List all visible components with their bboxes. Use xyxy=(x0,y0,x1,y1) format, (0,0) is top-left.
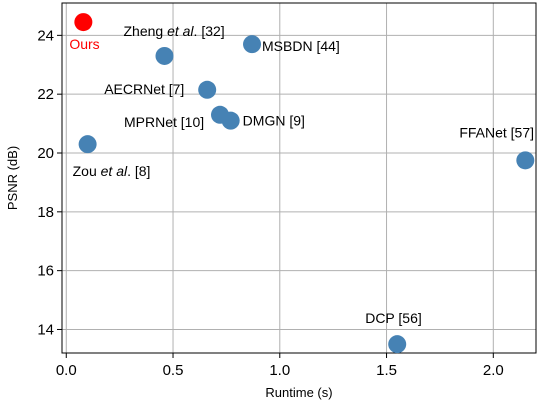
plot-frame xyxy=(61,2,537,354)
point-label: DCP [56] xyxy=(365,310,422,326)
point-label-part: AECRNet [7] xyxy=(104,81,184,97)
point-label-part: FFANet [57] xyxy=(459,124,534,140)
point-label-part: et al xyxy=(167,23,194,39)
x-tick-label: 0.0 xyxy=(56,362,77,379)
y-tick-label: 20 xyxy=(37,145,54,162)
data-point xyxy=(243,35,262,54)
point-label: Zheng et al. [32] xyxy=(123,23,224,39)
data-point xyxy=(198,80,217,99)
grid-lines xyxy=(62,3,536,353)
point-label: AECRNet [7] xyxy=(104,81,184,97)
x-axis-label: Runtime (s) xyxy=(265,385,332,400)
x-tick-label: 1.5 xyxy=(376,362,397,379)
data-points xyxy=(74,13,535,354)
x-tick-label: 0.5 xyxy=(163,362,184,379)
point-label: Ours xyxy=(69,36,99,52)
point-label-part: MSBDN [44] xyxy=(262,38,340,54)
point-label: MSBDN [44] xyxy=(262,38,340,54)
point-label-part: Ours xyxy=(69,36,99,52)
point-label-part: MPRNet [10] xyxy=(124,114,204,130)
point-label: Zou et al. [8] xyxy=(73,163,151,179)
x-tick-label: 1.0 xyxy=(269,362,290,379)
data-point xyxy=(78,135,97,154)
point-label-part: et al xyxy=(101,163,128,179)
data-point xyxy=(155,46,174,65)
point-label-part: DCP [56] xyxy=(365,310,422,326)
y-axis-label: PSNR (dB) xyxy=(5,146,20,210)
y-tick-label: 14 xyxy=(37,321,54,338)
point-label-part: Zheng xyxy=(123,23,167,39)
point-label-part: . [32] xyxy=(194,23,225,39)
data-point xyxy=(388,335,407,354)
data-point xyxy=(221,111,240,130)
point-label-part: Zou xyxy=(73,163,101,179)
data-point xyxy=(516,151,535,170)
point-label: DMGN [9] xyxy=(243,113,305,129)
y-tick-label: 22 xyxy=(37,86,54,103)
data-point xyxy=(74,13,93,32)
point-label-part: DMGN [9] xyxy=(243,113,305,129)
y-tick-label: 24 xyxy=(37,27,54,44)
y-tick-label: 18 xyxy=(37,204,54,221)
point-label: MPRNet [10] xyxy=(124,114,204,130)
axis-ticks: 0.0 0.5 1.0 1.5 2.0 14 16 18 20 22 24 xyxy=(37,27,503,379)
x-tick-label: 2.0 xyxy=(483,362,504,379)
point-label: FFANet [57] xyxy=(459,124,534,140)
y-tick-label: 16 xyxy=(37,263,54,280)
point-label-part: . [8] xyxy=(127,163,150,179)
